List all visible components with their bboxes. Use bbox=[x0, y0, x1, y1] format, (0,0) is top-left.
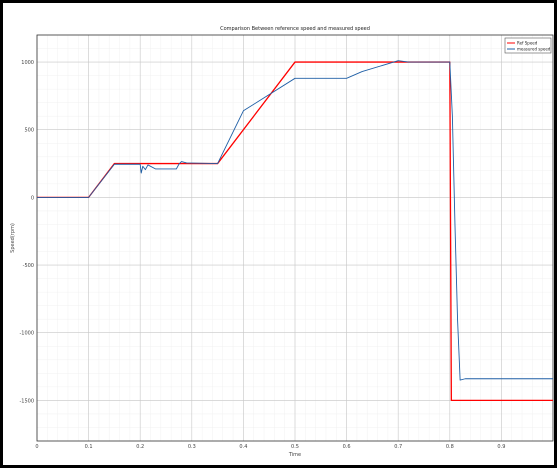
x-tick-label: 0.9 bbox=[497, 444, 505, 450]
x-tick-label: 0.6 bbox=[343, 444, 351, 450]
series-lines bbox=[37, 60, 553, 402]
y-tick-label: -1500 bbox=[19, 398, 34, 404]
axis-ticks: 0 0.1 0.2 0.3 0.4 0.5 0.6 0.7 0.8 0.9 1000 500 0 -500… bbox=[19, 60, 505, 450]
legend-label-measured-speed: measured speed bbox=[517, 47, 551, 52]
grid bbox=[36, 34, 554, 442]
series-line-measured-speed bbox=[37, 60, 553, 381]
y-axis-label: Speed(rpm) bbox=[10, 223, 16, 253]
x-tick-label: 0 bbox=[35, 444, 38, 450]
x-tick-label: 0.5 bbox=[291, 444, 299, 450]
x-tick-label: 0.8 bbox=[446, 444, 454, 450]
plot-frame bbox=[36, 34, 554, 442]
x-tick-label: 0.4 bbox=[239, 444, 247, 450]
y-tick-label: 0 bbox=[31, 195, 34, 201]
chart-title: Comparison Between reference speed and m… bbox=[220, 26, 370, 32]
y-tick-label: 500 bbox=[24, 128, 34, 134]
y-tick-label: 1000 bbox=[21, 60, 34, 66]
y-tick-label: -500 bbox=[23, 263, 34, 269]
line-chart: 0 0.1 0.2 0.3 0.4 0.5 0.6 0.7 0.8 0.9 1000 500 0 -500… bbox=[10, 26, 554, 458]
x-tick-label: 0.1 bbox=[85, 444, 93, 450]
x-tick-label: 0.2 bbox=[136, 444, 144, 450]
legend-label-ref-speed: Ref Speed bbox=[517, 41, 538, 46]
y-tick-label: -1000 bbox=[19, 331, 34, 337]
x-axis-label: Time bbox=[288, 452, 301, 458]
legend: Ref Speed measured speed bbox=[504, 37, 552, 54]
x-tick-label: 0.3 bbox=[188, 444, 196, 450]
x-tick-label: 0.7 bbox=[394, 444, 402, 450]
legend-box bbox=[504, 37, 552, 54]
